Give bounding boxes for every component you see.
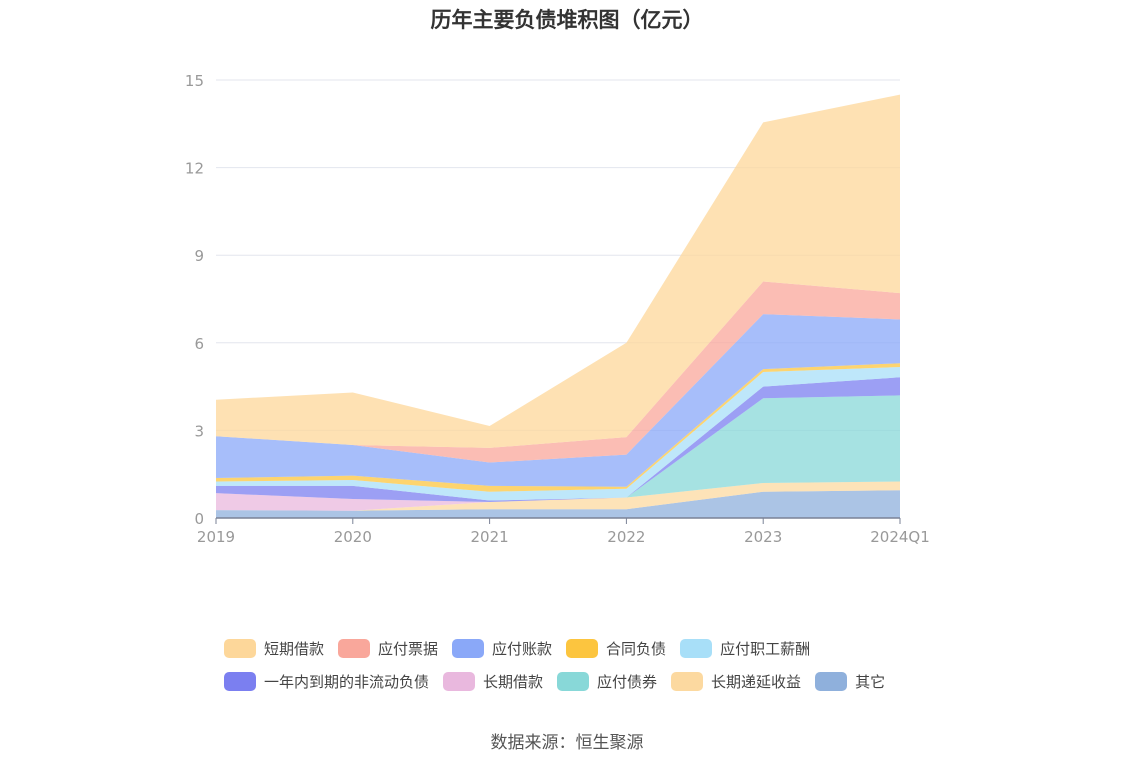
legend-label: 应付职工薪酬 <box>720 640 811 658</box>
x-tick-label: 2021 <box>471 528 509 546</box>
legend-swatch <box>338 639 371 658</box>
legend-label: 其它 <box>855 673 886 691</box>
y-tick-label: 6 <box>194 335 204 353</box>
x-tick-label: 2020 <box>334 528 372 546</box>
legend-label: 长期借款 <box>483 673 544 691</box>
area-series-9 <box>216 94 900 448</box>
legend-item[interactable]: 合同负债 <box>566 638 666 659</box>
x-tick-label: 2024Q1 <box>870 528 930 546</box>
legend-row-2: 一年内到期的非流动负债 长期借款 应付债券 长期递延收益 其它 <box>224 665 924 698</box>
y-tick-label: 3 <box>194 422 204 440</box>
area-layer <box>216 94 900 518</box>
legend-label: 应付债券 <box>597 673 658 691</box>
y-tick-label: 9 <box>194 247 204 265</box>
chart-title: 历年主要负债堆积图（亿元） <box>430 8 704 32</box>
legend-swatch <box>557 672 590 691</box>
legend-item[interactable]: 应付票据 <box>338 638 438 659</box>
area-series-4 <box>216 377 900 502</box>
legend-label: 应付账款 <box>492 640 553 658</box>
legend-label: 短期借款 <box>264 640 325 658</box>
x-tick-label: 2022 <box>607 528 645 546</box>
axis-layer: 0 3 6 9 12 15 2019 2020 2021 2022 2023 2024Q1 <box>185 72 930 546</box>
legend-swatch <box>566 639 599 658</box>
legend-item[interactable]: 其它 <box>815 671 885 692</box>
area-series-1 <box>216 481 900 511</box>
area-series-0 <box>216 490 900 518</box>
legend-item[interactable]: 长期借款 <box>443 671 543 692</box>
legend-swatch <box>224 672 256 691</box>
area-series-2 <box>216 395 900 511</box>
legend-swatch <box>452 639 485 658</box>
legend-item[interactable]: 一年内到期的非流动负债 <box>224 671 429 692</box>
x-tick-label: 2023 <box>744 528 782 546</box>
y-tick-label: 12 <box>185 160 204 178</box>
legend-swatch <box>671 672 704 691</box>
area-series-6 <box>216 363 900 492</box>
legend-label: 合同负债 <box>606 640 667 658</box>
y-tick-label: 0 <box>194 510 204 528</box>
area-series-8 <box>216 281 900 463</box>
legend-swatch <box>680 639 713 658</box>
legend-item[interactable]: 长期递延收益 <box>671 671 801 692</box>
legend-swatch <box>224 639 256 658</box>
legend-item[interactable]: 应付账款 <box>452 638 552 659</box>
legend-row-1: 短期借款 应付票据 应付账款 合同负债 应付职工薪酬 <box>224 632 924 665</box>
legend-swatch <box>443 672 476 691</box>
legend-label: 一年内到期的非流动负债 <box>264 673 430 691</box>
legend: 短期借款 应付票据 应付账款 合同负债 应付职工薪酬 一年内到期的非流动负债 长期借款 应付… <box>224 632 924 698</box>
legend-label: 长期递延收益 <box>711 673 802 691</box>
x-tick-label: 2019 <box>197 528 235 546</box>
stacked-area-chart: 0 3 6 9 12 15 2019 2020 2021 2022 2023 2024Q1 <box>185 72 930 546</box>
y-tick-label: 15 <box>185 72 204 90</box>
legend-item[interactable]: 应付债券 <box>557 671 657 692</box>
legend-item[interactable]: 应付职工薪酬 <box>680 638 810 659</box>
area-series-7 <box>216 314 900 487</box>
legend-label: 应付票据 <box>378 640 439 658</box>
area-series-3 <box>216 395 900 511</box>
source-note: 数据来源：恒生聚源 <box>490 733 644 753</box>
area-series-5 <box>216 367 900 501</box>
legend-swatch <box>815 672 848 691</box>
legend-item[interactable]: 短期借款 <box>224 638 324 659</box>
